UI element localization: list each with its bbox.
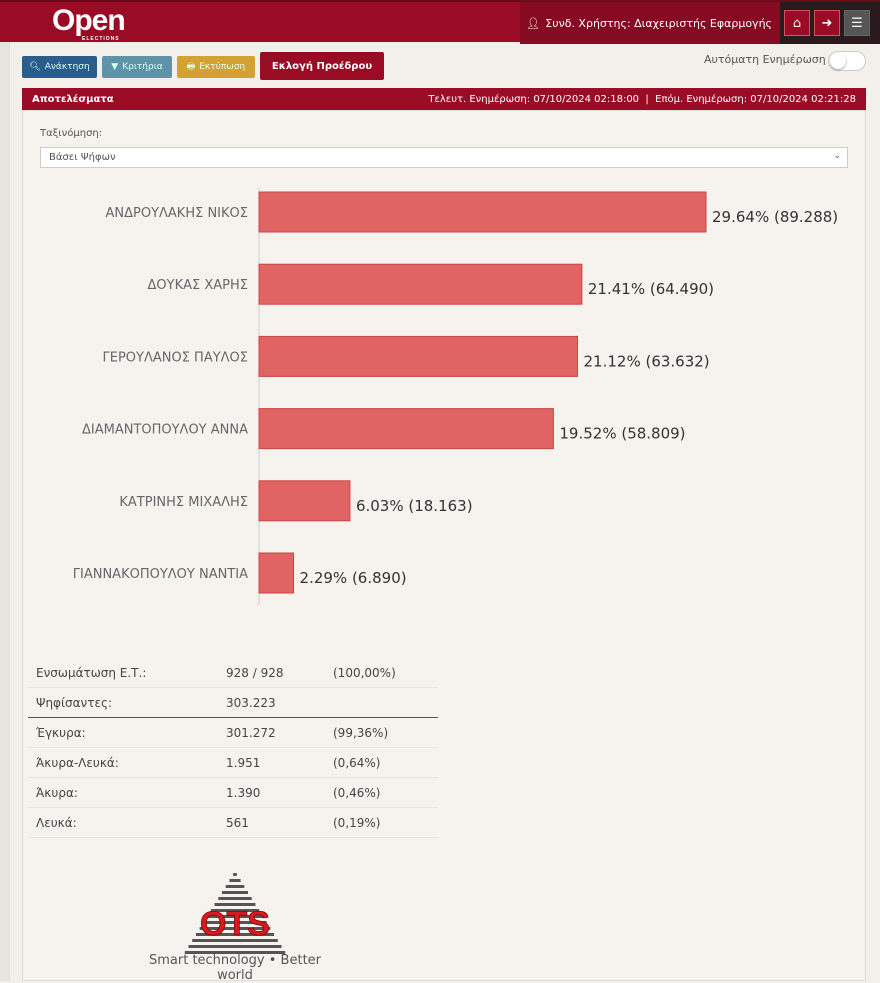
criteria-label: Κριτήρια [122, 62, 163, 72]
logo-stripe [188, 945, 282, 948]
stats-label: Λευκά: [36, 815, 77, 830]
logo-stripe [210, 909, 260, 912]
stats-pct: (0,64%) [333, 755, 381, 770]
panel-title: Αποτελέσματα [32, 93, 114, 105]
side-collapse-strip[interactable] [0, 42, 10, 981]
category-label: ΓΕΡΟΥΛΑΝΟΣ ΠΑΥΛΟΣ [102, 350, 248, 365]
stats-label: Άκυρα-Λευκά: [36, 755, 119, 770]
logo-stripe [214, 903, 256, 906]
logo-stripe [229, 879, 241, 882]
bar [258, 263, 583, 305]
data-label: 19.52% (58.809) [559, 425, 685, 443]
user-label: Συνδ. Χρήστης: Διαχειριστής Εφαρμογής [545, 16, 772, 30]
data-label: 2.29% (6.890) [300, 569, 407, 587]
sort-select[interactable]: Βάσει Ψήφων ⌄ [40, 147, 848, 168]
last-update: Τελευτ. Ενημέρωση: 07/10/2024 02:18:00 [428, 93, 640, 105]
auto-update-label: Αυτόματη Ενημέρωση [704, 53, 826, 66]
logo-stripe [233, 873, 237, 876]
stats-row: Άκυρα-Λευκά: 1.951 (0,64%) [28, 748, 438, 778]
search-icon: 🔍︎ [29, 62, 41, 72]
category-label: ΓΙΑΝΝΑΚΟΠΟΥΛΟΥ ΝΑΝΤΙΑ [73, 567, 248, 582]
data-label: 6.03% (18.163) [356, 497, 473, 515]
logo-stripe [221, 891, 249, 894]
svg-text:OTS: OTS [200, 905, 270, 943]
stats-value: 561 [226, 815, 249, 830]
print-icon: 🖶 [186, 62, 196, 72]
filter-icon: ▼ [111, 62, 119, 72]
stats-label: Ψηφίσαντες: [36, 695, 113, 710]
stats-row: Ενσωμάτωση Ε.Τ.: 928 / 928 (100,00%) [28, 658, 438, 688]
stats-table: Ενσωμάτωση Ε.Τ.: 928 / 928 (100,00%) Ψηφίσα… [28, 658, 438, 838]
stats-pct: (99,36%) [333, 725, 389, 740]
bar [258, 552, 295, 594]
sort-label: Ταξινόμηση: [40, 128, 103, 139]
election-button[interactable]: Εκλογή Προέδρου [260, 52, 384, 80]
category-label: ΔΙΑΜΑΝΤΟΠΟΥΛΟΥ ΑΝΝΑ [82, 423, 248, 438]
stats-label: Ενσωμάτωση Ε.Τ.: [36, 665, 147, 680]
ots-logo: OTS [184, 873, 286, 954]
logo-stripe [225, 885, 245, 888]
chevron-down-icon: ⌄ [833, 151, 841, 161]
logo-stripe [199, 927, 271, 930]
stats-pct: (0,19%) [333, 815, 381, 830]
category-label: ΑΝΔΡΟΥΛΑΚΗΣ ΝΙΚΟΣ [106, 206, 249, 221]
data-label: 29.64% (89.288) [712, 208, 838, 226]
print-label: Εκτύπωση [199, 62, 246, 72]
menu-icon[interactable]: ☰ [844, 10, 870, 36]
logo-stripe [192, 939, 278, 942]
top-bar: Open ELECTIONS 👤︎ Συνδ. Χρήστης: Διαχειρισ… [0, 0, 880, 44]
logo-stripe [184, 951, 286, 954]
ots-tagline: Smart technology • Better world [148, 953, 322, 983]
logo-text: Open [52, 4, 126, 37]
stats-value: 301.272 [226, 725, 276, 740]
stats-row: Έγκυρα: 301.272 (99,36%) [28, 718, 438, 748]
stats-pct: (0,46%) [333, 785, 381, 800]
results-header: Αποτελέσματα Τελευτ. Ενημέρωση: 07/10/20… [22, 88, 866, 110]
data-label: 21.41% (64.490) [588, 280, 714, 298]
logo-stripe [218, 897, 252, 900]
stats-pct: (100,00%) [333, 665, 396, 680]
stats-row: Ψηφίσαντες: 303.223 [28, 688, 438, 718]
results-panel [22, 110, 866, 981]
bar [258, 408, 554, 450]
logout-icon[interactable]: ➜ [814, 10, 840, 36]
bar [258, 335, 579, 377]
category-label: ΚΑΤΡΙΝΗΣ ΜΙΧΑΛΗΣ [119, 495, 248, 510]
stats-row: Λευκά: 561 (0,19%) [28, 808, 438, 838]
retrieve-label: Ανάκτηση [44, 62, 90, 72]
retrieve-button[interactable]: 🔍︎ Ανάκτηση [22, 56, 97, 78]
logo-stripe [207, 915, 263, 918]
logo-stripe [203, 921, 267, 924]
results-chart: ΑΝΔΡΟΥΛΑΚΗΣ ΝΙΚΟΣ 29.64% (89.288) ΔΟΥΚΑΣ Χ… [73, 188, 838, 605]
bar [258, 480, 351, 522]
stats-value: 928 / 928 [226, 665, 284, 680]
category-label: ΔΟΥΚΑΣ ΧΑΡΗΣ [148, 278, 248, 293]
stats-value: 1.390 [226, 785, 261, 800]
user-icon: 👤︎ [526, 16, 541, 30]
bar [258, 191, 707, 233]
stats-row: Άκυρα: 1.390 (0,46%) [28, 778, 438, 808]
logo-subtitle: ELECTIONS [82, 36, 120, 42]
open-elections-logo: Open ELECTIONS [52, 4, 126, 42]
stats-label: Άκυρα: [36, 785, 78, 800]
stats-label: Έγκυρα: [36, 725, 86, 740]
home-icon[interactable]: ⌂ [784, 10, 810, 36]
stats-value: 1.951 [226, 755, 261, 770]
criteria-button[interactable]: ▼ Κριτήρια [102, 56, 172, 78]
user-info: 👤︎ Συνδ. Χρήστης: Διαχειριστής Εφαρμογής [520, 2, 780, 44]
print-button[interactable]: 🖶 Εκτύπωση [177, 56, 255, 78]
auto-update-toggle[interactable] [828, 51, 866, 71]
stats-value: 303.223 [226, 695, 276, 710]
sort-value: Βάσει Ψήφων [49, 152, 116, 163]
data-label: 21.12% (63.632) [584, 352, 710, 370]
next-update: Επόμ. Ενημέρωση: 07/10/2024 02:21:28 [655, 93, 856, 105]
logo-stripe [195, 933, 275, 936]
